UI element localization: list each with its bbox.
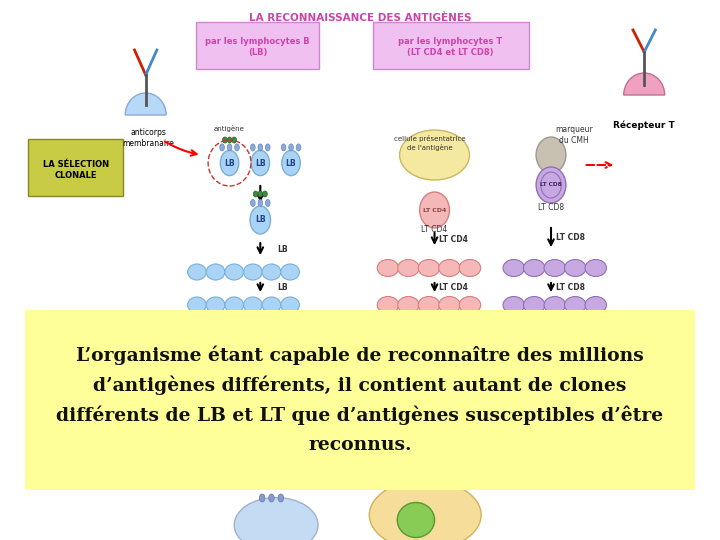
Ellipse shape (564, 260, 586, 276)
Text: cellule présentatrice
de l'antigène: cellule présentatrice de l'antigène (394, 136, 466, 151)
Ellipse shape (225, 264, 243, 280)
Ellipse shape (397, 260, 419, 276)
Text: antigène: antigène (214, 125, 245, 132)
Ellipse shape (206, 297, 225, 313)
Ellipse shape (262, 264, 281, 280)
Ellipse shape (438, 260, 460, 276)
Ellipse shape (234, 497, 318, 540)
Ellipse shape (281, 264, 300, 280)
Ellipse shape (289, 144, 293, 151)
Text: LA RECONNAISSANCE DES ANTIGÈNES: LA RECONNAISSANCE DES ANTIGÈNES (248, 13, 472, 23)
Ellipse shape (418, 260, 440, 276)
Ellipse shape (459, 296, 481, 314)
Ellipse shape (585, 260, 606, 276)
Ellipse shape (418, 296, 440, 314)
Text: par les lymphocytes B
(LB): par les lymphocytes B (LB) (205, 37, 310, 57)
Text: LB: LB (224, 159, 235, 167)
Ellipse shape (263, 191, 267, 197)
Bar (24, 490, 696, 540)
Ellipse shape (220, 144, 225, 151)
Ellipse shape (251, 199, 255, 206)
Ellipse shape (564, 296, 586, 314)
Ellipse shape (459, 260, 481, 276)
Text: LT CD8: LT CD8 (556, 283, 585, 292)
FancyBboxPatch shape (196, 22, 319, 69)
Text: LT CD4: LT CD4 (423, 207, 446, 213)
Ellipse shape (235, 144, 239, 151)
Text: différents de LB et LT que d’antigènes susceptibles d’être: différents de LB et LT que d’antigènes s… (56, 405, 664, 425)
Ellipse shape (269, 494, 274, 502)
Ellipse shape (397, 296, 419, 314)
Text: LB: LB (255, 215, 266, 225)
Ellipse shape (251, 144, 255, 151)
Ellipse shape (544, 260, 565, 276)
Text: LB: LB (286, 159, 297, 167)
Ellipse shape (222, 137, 228, 143)
Text: LT CD8: LT CD8 (538, 202, 564, 212)
Ellipse shape (282, 144, 286, 151)
Ellipse shape (523, 260, 545, 276)
Ellipse shape (232, 137, 237, 143)
Ellipse shape (281, 297, 300, 313)
Ellipse shape (250, 206, 271, 234)
Ellipse shape (243, 297, 262, 313)
Ellipse shape (503, 260, 524, 276)
Text: LB: LB (277, 245, 288, 253)
Ellipse shape (258, 191, 263, 197)
Ellipse shape (400, 130, 469, 180)
Text: LT CD8: LT CD8 (540, 183, 562, 187)
Ellipse shape (503, 296, 524, 314)
Ellipse shape (262, 297, 281, 313)
Text: LT CD4: LT CD4 (439, 283, 468, 292)
Ellipse shape (243, 264, 262, 280)
Ellipse shape (259, 494, 265, 502)
Text: anticorps
membranaire: anticorps membranaire (122, 129, 174, 148)
Ellipse shape (188, 297, 206, 313)
Text: LT CD8: LT CD8 (556, 233, 585, 242)
Ellipse shape (266, 199, 270, 206)
Text: LT CD4: LT CD4 (421, 226, 448, 234)
Ellipse shape (369, 480, 481, 540)
Text: Récepteur T: Récepteur T (613, 120, 675, 130)
Ellipse shape (544, 296, 565, 314)
Ellipse shape (253, 191, 258, 197)
Text: LB: LB (277, 283, 288, 292)
Ellipse shape (225, 297, 243, 313)
Ellipse shape (438, 296, 460, 314)
Text: reconnus.: reconnus. (308, 436, 412, 454)
Text: par les lymphocytes T
(LT CD4 et LT CD8): par les lymphocytes T (LT CD4 et LT CD8) (398, 37, 503, 57)
Wedge shape (125, 93, 166, 115)
FancyBboxPatch shape (28, 139, 123, 196)
Ellipse shape (258, 199, 263, 206)
Ellipse shape (220, 151, 239, 176)
Bar (24, 310, 696, 490)
Ellipse shape (397, 503, 435, 537)
Ellipse shape (377, 260, 399, 276)
FancyBboxPatch shape (373, 22, 528, 69)
Text: marqueur
du CMH: marqueur du CMH (555, 125, 593, 145)
Ellipse shape (258, 144, 263, 151)
Ellipse shape (420, 192, 449, 228)
Ellipse shape (536, 137, 566, 173)
Ellipse shape (266, 144, 270, 151)
Ellipse shape (536, 167, 566, 203)
Ellipse shape (228, 144, 232, 151)
Ellipse shape (296, 144, 301, 151)
Ellipse shape (585, 296, 606, 314)
Ellipse shape (278, 494, 284, 502)
Wedge shape (624, 73, 665, 95)
Ellipse shape (377, 296, 399, 314)
Text: LA SÉLECTION
CLONALE: LA SÉLECTION CLONALE (42, 160, 109, 180)
Ellipse shape (188, 264, 206, 280)
Ellipse shape (228, 137, 232, 143)
Text: d’antigènes différents, il contient autant de clones: d’antigènes différents, il contient auta… (94, 375, 626, 395)
Text: L’organisme étant capable de reconnaître des millions: L’organisme étant capable de reconnaître… (76, 345, 644, 364)
Ellipse shape (206, 264, 225, 280)
Ellipse shape (523, 296, 545, 314)
Ellipse shape (251, 151, 269, 176)
Text: LT CD4: LT CD4 (439, 234, 468, 244)
Ellipse shape (282, 151, 300, 176)
Text: LB: LB (255, 159, 266, 167)
